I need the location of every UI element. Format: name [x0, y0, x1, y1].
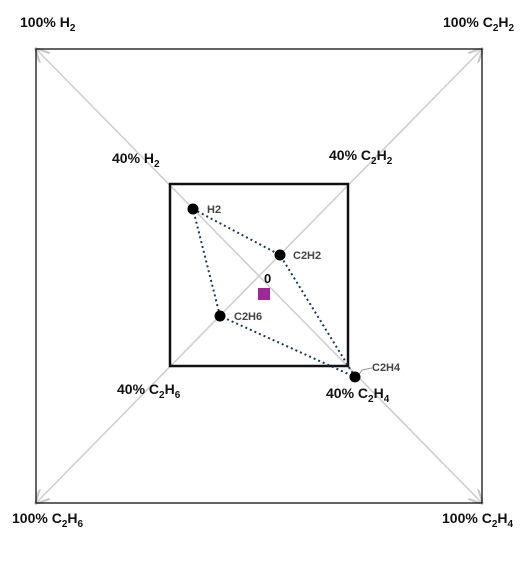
- point-c2h6: [214, 310, 226, 322]
- centroid-marker: [258, 288, 270, 300]
- inner-square: [168, 182, 350, 368]
- point-label-c2h2: C2H2: [293, 250, 321, 262]
- point-label-h2: H2: [207, 204, 221, 216]
- point-label-c2h4: C2H4: [372, 362, 401, 374]
- point-c2h4: [349, 371, 361, 383]
- outer-square: [35, 48, 483, 504]
- inner-label-c2h2: 40% C2H2: [329, 147, 393, 167]
- corner-label-h2: 100% H2: [20, 14, 76, 34]
- inner-label-c2h4: 40% C2H4: [326, 385, 390, 405]
- c2h4-pointer: [357, 367, 373, 377]
- point-h2: [187, 203, 199, 215]
- origin-label: 0: [264, 271, 271, 286]
- inner-label-h2: 40% H2: [112, 150, 160, 170]
- inner-label-c2h6: 40% C2H6: [117, 381, 181, 401]
- corner-label-c2h4: 100% C2H4: [442, 510, 514, 530]
- point-label-c2h6: C2H6: [234, 311, 262, 323]
- point-c2h2: [274, 249, 286, 261]
- corner-label-c2h2: 100% C2H2: [443, 14, 515, 34]
- axis-c2h2-c2h6: [36, 49, 482, 503]
- corner-label-c2h6: 100% C2H6: [12, 510, 84, 530]
